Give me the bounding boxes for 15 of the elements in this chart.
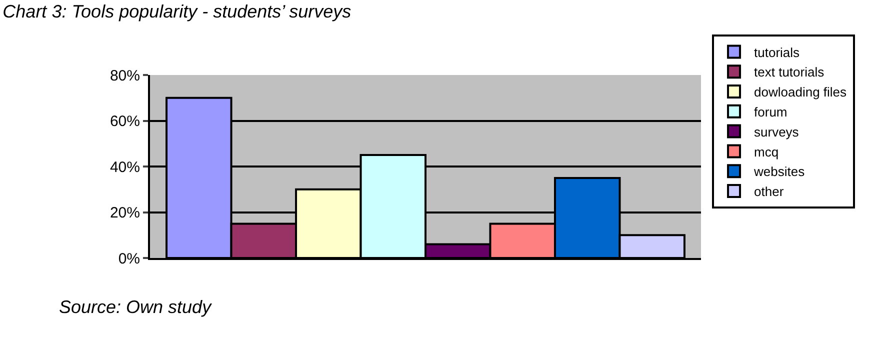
legend-label: other [754, 184, 784, 200]
legend-label: dowloading files [754, 84, 848, 100]
y-tick-label: 80% [110, 67, 140, 84]
y-tick-label: 40% [110, 158, 140, 176]
legend-label: mcq [754, 144, 779, 160]
legend-label: text tutorials [754, 64, 825, 80]
source-note: Source: Own study [59, 297, 212, 317]
y-tick-label: 0% [118, 250, 140, 268]
legend-label: surveys [754, 124, 800, 140]
y-tick-label: 60% [110, 113, 140, 130]
y-tick-label: 20% [110, 204, 140, 222]
legend-label: forum [754, 104, 788, 120]
legend-label: websites [753, 164, 806, 180]
chart-title: Chart 3: Tools popularity - students’ surveys [2, 2, 352, 22]
legend-label: tutorials [754, 44, 800, 60]
